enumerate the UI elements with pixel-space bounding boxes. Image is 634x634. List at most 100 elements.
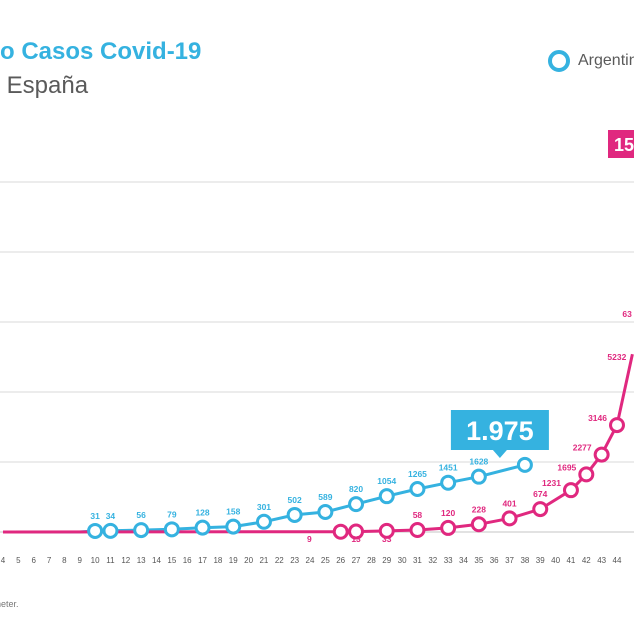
data-label-espana: 33 bbox=[382, 534, 392, 544]
data-label-argentina: 128 bbox=[195, 508, 209, 518]
x-tick-label: 26 bbox=[336, 556, 345, 565]
data-label-argentina: 1451 bbox=[439, 463, 458, 473]
x-tick-label: 31 bbox=[413, 556, 422, 565]
x-tick-label: 11 bbox=[106, 556, 115, 565]
callout-box-espana bbox=[608, 130, 634, 158]
data-point-argentina bbox=[163, 521, 180, 538]
data-label-espana: 1231 bbox=[542, 478, 561, 488]
data-point-argentina bbox=[225, 518, 242, 535]
data-point-espana bbox=[470, 516, 487, 533]
data-label-argentina: 589 bbox=[318, 492, 332, 502]
x-tick-label: 39 bbox=[536, 556, 545, 565]
x-tick-label: 7 bbox=[47, 556, 52, 565]
x-tick-label: 24 bbox=[306, 556, 315, 565]
data-label-argentina: 1628 bbox=[469, 457, 488, 467]
x-tick-label: 12 bbox=[121, 556, 130, 565]
data-label-espana: 228 bbox=[472, 504, 486, 514]
x-tick-label: 23 bbox=[290, 556, 299, 565]
data-point-espana bbox=[409, 522, 426, 539]
data-point-argentina bbox=[286, 506, 303, 523]
data-point-argentina bbox=[255, 513, 272, 530]
data-point-argentina bbox=[133, 522, 150, 539]
x-tick-label: 30 bbox=[398, 556, 407, 565]
data-point-espana bbox=[378, 522, 395, 539]
data-label-espana: 674 bbox=[533, 489, 547, 499]
data-point-espana bbox=[578, 466, 595, 483]
chart-subtitle: - España bbox=[0, 72, 89, 99]
source-note: neter. bbox=[0, 599, 19, 609]
legend-label-argentina: Argentin bbox=[578, 52, 634, 69]
x-tick-label: 6 bbox=[31, 556, 36, 565]
data-point-espana bbox=[440, 519, 457, 536]
x-tick-label: 19 bbox=[229, 556, 238, 565]
data-point-espana bbox=[562, 482, 579, 499]
x-tick-label: 35 bbox=[474, 556, 483, 565]
x-tick-label: 13 bbox=[137, 556, 146, 565]
x-tick-label: 28 bbox=[367, 556, 376, 565]
callout-value-espana: 15 bbox=[614, 135, 634, 155]
data-label-argentina: 31 bbox=[90, 511, 100, 521]
x-tick-label: 16 bbox=[183, 556, 192, 565]
x-tick-label: 44 bbox=[613, 556, 622, 565]
data-point-espana bbox=[501, 510, 518, 527]
callout-value-argentina: 1.975 bbox=[466, 416, 534, 446]
data-point-argentina bbox=[194, 519, 211, 536]
x-tick-label: 5 bbox=[16, 556, 21, 565]
data-label-espana: 13 bbox=[351, 534, 361, 544]
x-tick-label: 38 bbox=[520, 556, 529, 565]
callout-box-argentina bbox=[450, 410, 549, 450]
x-tick-label: 42 bbox=[582, 556, 591, 565]
data-point-argentina bbox=[102, 522, 119, 539]
x-tick-label: 37 bbox=[505, 556, 514, 565]
data-label-espana: 1695 bbox=[557, 462, 576, 472]
x-tick-label: 4 bbox=[1, 556, 6, 565]
data-point-argentina bbox=[409, 481, 426, 498]
data-point-argentina bbox=[470, 468, 487, 485]
x-tick-label: 40 bbox=[551, 556, 560, 565]
data-label-espana: 401 bbox=[502, 498, 516, 508]
x-tick-label: 17 bbox=[198, 556, 207, 565]
x-tick-label: 10 bbox=[91, 556, 100, 565]
data-point-espana bbox=[332, 523, 349, 540]
x-tick-label: 22 bbox=[275, 556, 284, 565]
data-label-argentina: 1265 bbox=[408, 469, 427, 479]
data-label-argentina: 79 bbox=[167, 509, 177, 519]
data-label-espana: 3146 bbox=[588, 413, 607, 423]
x-tick-label: 21 bbox=[259, 556, 268, 565]
data-label-espana: 5232 bbox=[607, 352, 626, 362]
data-point-argentina bbox=[516, 456, 533, 473]
data-point-argentina bbox=[317, 503, 334, 520]
x-tick-label: 8 bbox=[62, 556, 67, 565]
data-label-argentina: 502 bbox=[288, 495, 302, 505]
data-label-argentina: 820 bbox=[349, 484, 363, 494]
data-point-argentina bbox=[440, 474, 457, 491]
data-point-espana bbox=[609, 417, 625, 434]
data-point-argentina bbox=[378, 488, 395, 505]
x-tick-label: 29 bbox=[382, 556, 391, 565]
data-point-argentina bbox=[87, 522, 104, 539]
legend: Argentin bbox=[548, 50, 634, 72]
callout-pointer-argentina bbox=[492, 450, 507, 458]
data-label-espana: 9 bbox=[307, 534, 312, 544]
x-tick-label: 41 bbox=[566, 556, 575, 565]
data-label-espana: 2277 bbox=[573, 443, 592, 453]
x-tick-label: 34 bbox=[459, 556, 468, 565]
data-label-espana: 120 bbox=[441, 508, 455, 518]
x-tick-label: 32 bbox=[428, 556, 437, 565]
data-point-espana bbox=[593, 446, 610, 463]
x-tick-label: 25 bbox=[321, 556, 330, 565]
x-tick-label: 18 bbox=[213, 556, 222, 565]
chart-title: to Casos Covid-19 bbox=[0, 38, 202, 65]
x-tick-label: 33 bbox=[444, 556, 453, 565]
data-point-espana bbox=[532, 501, 549, 518]
x-tick-label: 43 bbox=[597, 556, 606, 565]
data-label-espana: 58 bbox=[413, 510, 423, 520]
x-tick-label: 36 bbox=[490, 556, 499, 565]
data-label-argentina: 56 bbox=[136, 510, 146, 520]
x-tick-label: 15 bbox=[167, 556, 176, 565]
x-tick-label: 14 bbox=[152, 556, 161, 565]
x-tick-label: 27 bbox=[352, 556, 361, 565]
data-label-espana: 63 bbox=[622, 309, 632, 319]
data-label-argentina: 34 bbox=[106, 511, 116, 521]
